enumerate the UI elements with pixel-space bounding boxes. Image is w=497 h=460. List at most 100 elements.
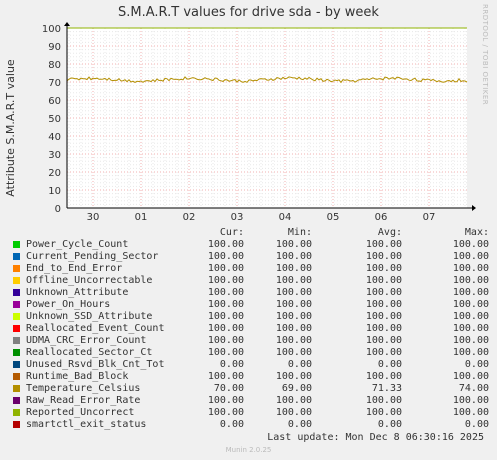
x-tick-label: 30	[87, 212, 100, 223]
legend-swatch	[13, 373, 20, 380]
legend-avg-value: 100.00	[365, 263, 402, 274]
legend-avg-value: 100.00	[365, 275, 402, 286]
legend-series-name: Offline_Uncorrectable	[26, 275, 153, 286]
legend-series-name: Reported_Uncorrect	[26, 407, 135, 418]
legend-cur-value: 100.00	[207, 407, 244, 418]
legend-row-power-cycle-count: Power_Cycle_Count 100.00 100.00 100.00 100.0…	[0, 239, 497, 251]
series-line-temperature-celsius	[66, 76, 468, 84]
legend-row-raw-read-error-rate: Raw_Read_Error_Rate 100.00 100.00 100.00 100…	[0, 395, 497, 407]
legend-avg-value: 100.00	[365, 395, 402, 406]
legend-max-value: 100.00	[452, 275, 489, 286]
legend-series-name: End_to_End_Error	[26, 263, 123, 274]
legend-swatch	[13, 397, 20, 404]
legend-max-value: 100.00	[452, 323, 489, 334]
legend-max-value: 100.00	[452, 347, 489, 358]
legend-swatch	[13, 337, 20, 344]
legend-series-name: Unknown_Attribute	[26, 287, 129, 298]
rrdtool-watermark: RRDTOOL / TOBI OETIKER	[481, 4, 489, 106]
legend-avg-value: 71.33	[371, 383, 402, 394]
x-tick-label: 05	[327, 212, 340, 223]
legend-max-value: 0.00	[464, 419, 489, 430]
legend-row-udma-crc-error-count: UDMA_CRC_Error_Count 100.00 100.00 100.00 10…	[0, 335, 497, 347]
y-tick-label: 60	[48, 96, 61, 107]
x-tick-labels: 30 01 02 03 04 05 06 07	[87, 212, 436, 223]
x-tick-label: 07	[423, 212, 436, 223]
legend-min-value: 0.00	[287, 359, 312, 370]
y-tick-label: 0	[55, 204, 61, 215]
axes	[64, 22, 476, 211]
legend-series-name: Unknown_SSD_Attribute	[26, 311, 153, 322]
legend-min-value: 100.00	[275, 239, 312, 250]
legend-avg-value: 0.00	[377, 359, 402, 370]
y-tick-label: 70	[48, 78, 61, 89]
col-cur: Cur:	[219, 227, 244, 238]
legend-swatch	[13, 349, 20, 356]
legend-series-name: Unused_Rsvd_Blk_Cnt_Tot	[26, 359, 165, 370]
legend-cur-value: 100.00	[207, 263, 244, 274]
legend-cur-value: 100.00	[207, 299, 244, 310]
legend-max-value: 0.00	[464, 359, 489, 370]
y-tick-label: 10	[48, 186, 61, 197]
legend-swatch	[13, 361, 20, 368]
legend-avg-value: 100.00	[365, 311, 402, 322]
legend-min-value: 100.00	[275, 323, 312, 334]
y-tick-label: 100	[42, 24, 61, 35]
legend-header: Cur: Min: Avg: Max:	[0, 227, 497, 239]
legend-series-name: Raw_Read_Error_Rate	[26, 395, 141, 406]
legend-row-runtime-bad-block: Runtime_Bad_Block 100.00 100.00 100.00 100.0…	[0, 371, 497, 383]
legend-swatch	[13, 241, 20, 248]
col-max: Max:	[464, 227, 489, 238]
y-tick-label: 20	[48, 168, 61, 179]
col-avg: Avg:	[377, 227, 402, 238]
legend-row-reallocated-event-count: Reallocated_Event_Count 100.00 100.00 100.0…	[0, 323, 497, 335]
legend-cur-value: 100.00	[207, 275, 244, 286]
legend-cur-value: 100.00	[207, 347, 244, 358]
legend-swatch	[13, 409, 20, 416]
y-tick-label: 80	[48, 60, 61, 71]
y-axis-label: Attribute S.M.A.R.T value	[4, 59, 17, 197]
munin-version: Munin 2.0.25	[225, 446, 272, 454]
legend-swatch	[13, 385, 20, 392]
legend-avg-value: 100.00	[365, 299, 402, 310]
legend-avg-value: 100.00	[365, 323, 402, 334]
y-tick-label: 90	[48, 42, 61, 53]
legend-row-current-pending-sector: Current_Pending_Sector 100.00 100.00 100.00…	[0, 251, 497, 263]
y-tick-label: 30	[48, 150, 61, 161]
legend-cur-value: 100.00	[207, 395, 244, 406]
legend-cur-value: 100.00	[207, 251, 244, 262]
legend-min-value: 100.00	[275, 263, 312, 274]
last-update: Last update: Mon Dec 8 06:30:16 2025	[267, 432, 484, 443]
legend-row-power-on-hours: Power_On_Hours 100.00 100.00 100.00 100.00	[0, 299, 497, 311]
legend-min-value: 100.00	[275, 251, 312, 262]
legend-series-name: UDMA_CRC_Error_Count	[26, 335, 147, 346]
legend-max-value: 100.00	[452, 239, 489, 250]
legend-series-name: Power_On_Hours	[26, 299, 111, 310]
legend-min-value: 100.00	[275, 347, 312, 358]
grid-lines	[67, 28, 467, 208]
legend-max-value: 100.00	[452, 299, 489, 310]
legend-min-value: 69.00	[281, 383, 312, 394]
legend-cur-value: 100.00	[207, 323, 244, 334]
legend-cur-value: 0.00	[219, 359, 244, 370]
legend-row-reported-uncorrect: Reported_Uncorrect 100.00 100.00 100.00 100.…	[0, 407, 497, 419]
legend-max-value: 100.00	[452, 251, 489, 262]
legend-min-value: 100.00	[275, 311, 312, 322]
legend-swatch	[13, 301, 20, 308]
legend-min-value: 100.00	[275, 275, 312, 286]
legend-swatch	[13, 265, 20, 272]
legend-row-unused-rsvd-blk-cnt-tot: Unused_Rsvd_Blk_Cnt_Tot 0.00 0.00 0.00 0.00	[0, 359, 497, 371]
legend-min-value: 100.00	[275, 395, 312, 406]
legend-avg-value: 100.00	[365, 347, 402, 358]
y-tick-label: 40	[48, 132, 61, 143]
legend-cur-value: 70.00	[213, 383, 244, 394]
legend-row-temperature-celsius: Temperature_Celsius 70.00 69.00 71.33 74.00	[0, 383, 497, 395]
legend-max-value: 100.00	[452, 287, 489, 298]
legend-min-value: 100.00	[275, 371, 312, 382]
legend-avg-value: 0.00	[377, 419, 402, 430]
legend-cur-value: 100.00	[207, 287, 244, 298]
legend-min-value: 100.00	[275, 407, 312, 418]
x-tick-label: 02	[183, 212, 196, 223]
col-min: Min:	[287, 227, 312, 238]
legend-series-name: Temperature_Celsius	[26, 383, 141, 394]
